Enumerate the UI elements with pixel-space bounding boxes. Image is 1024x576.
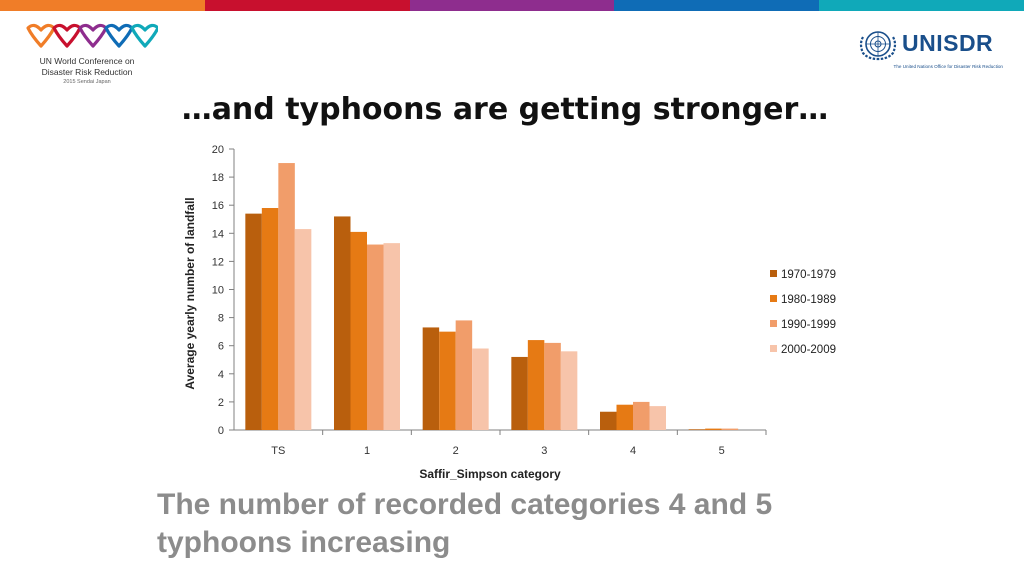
x-tick-label: 4 [630, 445, 636, 457]
bar [511, 356, 528, 430]
bar [688, 429, 706, 430]
heart-shape [26, 23, 56, 48]
legend-label: 1970-1979 [781, 269, 836, 281]
legend-swatch [770, 345, 777, 352]
color-stripe-5 [819, 0, 1024, 11]
bar [350, 231, 367, 430]
x-tick-label: 3 [541, 445, 547, 457]
legend-label: 2000-2009 [781, 344, 836, 356]
x-tick-label: 2 [453, 445, 459, 457]
y-tick-label: 8 [218, 313, 224, 325]
bar [294, 229, 312, 430]
unisdr-logo: UNISDR The United Nations Office for Dis… [856, 27, 1006, 77]
heart-shape [52, 23, 82, 48]
y-tick-label: 20 [212, 144, 224, 156]
legend-swatch [770, 270, 777, 277]
y-tick-label: 4 [218, 369, 224, 381]
bar [560, 351, 578, 430]
x-tick-label: TS [271, 445, 285, 457]
un-emblem-icon [859, 31, 897, 61]
heart-shape [78, 23, 108, 48]
bar [439, 331, 456, 430]
bar [649, 406, 666, 430]
top-color-bar [0, 0, 1024, 11]
bar [721, 428, 739, 430]
slide-caption: The number of recorded categories 4 and … [157, 486, 917, 562]
color-stripe-1 [0, 0, 205, 11]
y-tick-label: 12 [212, 256, 224, 268]
y-tick-label: 16 [212, 200, 224, 212]
legend-swatch [770, 320, 777, 327]
y-axis-label: Average yearly number of landfall [183, 197, 197, 389]
slide-title: …and typhoons are getting stronger… [181, 92, 829, 127]
x-tick-label: 5 [719, 445, 725, 457]
y-tick-label: 2 [218, 397, 224, 409]
y-tick-label: 14 [212, 228, 224, 240]
bar [261, 208, 279, 430]
x-tick-label: 1 [364, 445, 370, 457]
heart-shape [130, 23, 158, 48]
unisdr-tagline: The United Nations Office for Disaster R… [893, 64, 1003, 69]
bar [616, 404, 633, 430]
unisdr-name: UNISDR [902, 30, 994, 56]
y-tick-label: 6 [218, 341, 224, 353]
color-stripe-3 [409, 0, 615, 11]
bar [527, 340, 545, 430]
bar [383, 243, 400, 430]
heart-shape [104, 23, 134, 48]
bar [455, 320, 473, 430]
bar [600, 411, 617, 430]
bar [705, 428, 722, 430]
bar [633, 401, 650, 430]
conference-location: 2015 Sendai Japan [63, 79, 111, 85]
conference-name: UN World Conference on Disaster Risk Red… [22, 56, 152, 78]
hearts-logo-icon [26, 23, 158, 48]
x-axis-label: Saffir_Simpson category [419, 467, 561, 481]
conference-line-2: Disaster Risk Reduction [41, 67, 133, 77]
conference-line-1: UN World Conference on [39, 56, 135, 66]
y-tick-label: 0 [218, 425, 224, 437]
color-stripe-2 [204, 0, 410, 11]
conference-logo: UN World Conference on Disaster Risk Red… [22, 22, 172, 92]
legend-label: 1980-1989 [781, 294, 836, 306]
legend-swatch [770, 295, 777, 302]
bar [334, 216, 351, 430]
bar [278, 163, 295, 431]
caption-line-2: typhoons increasing [157, 526, 451, 559]
legend-label: 1990-1999 [781, 319, 836, 331]
bar [245, 213, 262, 430]
color-stripe-4 [614, 0, 820, 11]
bar [544, 342, 561, 430]
bar [422, 327, 440, 430]
y-tick-label: 10 [212, 285, 224, 297]
y-tick-label: 18 [212, 172, 224, 184]
bar [367, 244, 384, 430]
bar [472, 348, 489, 430]
caption-line-1: The number of recorded categories 4 and … [157, 488, 773, 521]
